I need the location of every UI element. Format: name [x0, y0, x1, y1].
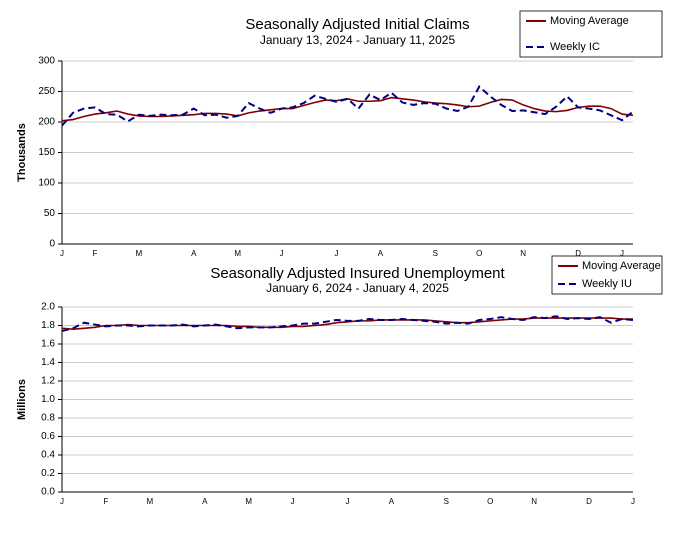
x-tick-label: J [280, 249, 284, 258]
x-tick-label: F [92, 249, 97, 258]
x-tick-label: J [631, 497, 635, 506]
y-tick-label: 250 [38, 86, 55, 97]
x-tick-label: J [346, 497, 350, 506]
y-tick-label: 150 [38, 147, 55, 158]
chart-title: Seasonally Adjusted Initial Claims [245, 16, 469, 33]
x-tick-label: N [531, 497, 537, 506]
legend-label: Weekly IC [550, 41, 600, 53]
y-tick-label: 1.6 [41, 339, 55, 350]
x-tick-label: M [147, 497, 154, 506]
x-tick-label: J [335, 249, 339, 258]
legend-label: Moving Average [582, 260, 661, 272]
y-tick-label: 1.4 [41, 357, 55, 368]
legend-label: Weekly IU [582, 278, 632, 290]
y-tick-label: 300 [38, 56, 55, 67]
y-axis-title: Thousands [16, 123, 28, 182]
x-tick-label: O [476, 249, 482, 258]
x-tick-label: F [103, 497, 108, 506]
y-tick-label: 50 [44, 208, 56, 219]
y-tick-label: 0 [49, 239, 55, 250]
x-tick-label: A [191, 249, 197, 258]
x-tick-label: J [620, 249, 624, 258]
y-tick-label: 0.4 [41, 450, 55, 461]
x-tick-label: N [520, 249, 526, 258]
x-tick-label: A [202, 497, 208, 506]
data-line [61, 85, 634, 127]
y-tick-label: 0.2 [41, 468, 55, 479]
chart-subtitle: January 6, 2024 - January 4, 2025 [266, 281, 449, 295]
y-tick-label: 100 [38, 178, 55, 189]
x-tick-label: D [575, 249, 581, 258]
data-line [61, 317, 633, 331]
x-tick-label: J [60, 497, 64, 506]
chart-subtitle: January 13, 2024 - January 11, 2025 [260, 33, 456, 47]
y-tick-label: 0.6 [41, 431, 55, 442]
y-tick-label: 1.0 [41, 394, 55, 405]
legend-box [519, 10, 663, 58]
y-tick-label: 0.0 [41, 487, 55, 498]
x-tick-label: D [586, 497, 592, 506]
data-line [61, 96, 634, 122]
x-tick-label: J [60, 249, 64, 258]
chart-title: Seasonally Adjusted Insured Unemployment [210, 265, 505, 282]
x-tick-label: A [389, 497, 395, 506]
x-tick-label: A [378, 249, 384, 258]
y-tick-label: 1.8 [41, 320, 55, 331]
data-line [61, 315, 634, 333]
x-tick-label: M [136, 249, 143, 258]
y-tick-label: 200 [38, 117, 55, 128]
x-tick-label: S [433, 249, 438, 258]
legend-label: Moving Average [550, 15, 629, 27]
y-tick-label: 0.8 [41, 413, 55, 424]
y-tick-label: 2.0 [41, 302, 55, 313]
y-tick-label: 1.2 [41, 376, 55, 387]
y-axis-title: Millions [16, 379, 28, 420]
x-tick-label: M [234, 249, 241, 258]
x-tick-label: S [444, 497, 449, 506]
legend-box [551, 255, 663, 295]
x-tick-label: O [487, 497, 493, 506]
x-tick-label: M [245, 497, 252, 506]
x-tick-label: J [291, 497, 295, 506]
